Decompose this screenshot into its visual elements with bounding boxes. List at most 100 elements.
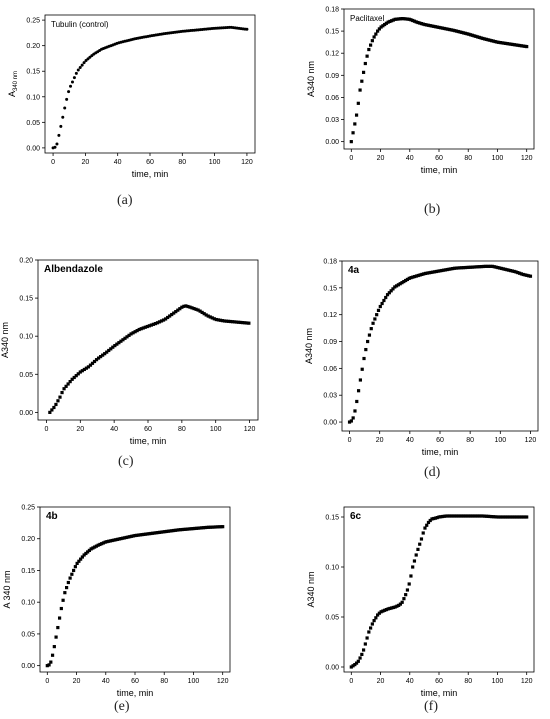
data-point bbox=[194, 526, 198, 530]
data-point bbox=[153, 322, 158, 326]
x-tick-label: 120 bbox=[244, 426, 256, 433]
data-point bbox=[470, 514, 474, 518]
data-point bbox=[87, 548, 91, 553]
data-point bbox=[161, 318, 166, 322]
x-tick-label: 100 bbox=[188, 678, 200, 685]
data-point bbox=[474, 514, 478, 518]
data-point bbox=[496, 265, 500, 270]
data-point bbox=[489, 264, 493, 268]
data-point bbox=[490, 515, 494, 519]
data-point bbox=[200, 310, 204, 315]
data-point bbox=[72, 568, 76, 573]
data-point bbox=[442, 26, 446, 31]
data-point bbox=[210, 525, 214, 529]
data-point bbox=[435, 25, 439, 29]
data-point bbox=[358, 88, 362, 92]
data-point bbox=[523, 273, 527, 277]
data-point bbox=[237, 320, 241, 324]
data-point bbox=[65, 97, 69, 101]
data-point bbox=[402, 279, 406, 284]
data-point bbox=[491, 39, 495, 43]
data-point bbox=[400, 17, 404, 21]
data-point bbox=[170, 529, 174, 533]
x-tick-label: 100 bbox=[209, 159, 221, 166]
data-point bbox=[123, 336, 127, 340]
y-tick-label: 0.00 bbox=[19, 410, 33, 417]
data-point bbox=[407, 276, 411, 280]
y-tick-label: 0.00 bbox=[325, 665, 339, 672]
data-point bbox=[143, 532, 148, 536]
data-point bbox=[442, 514, 446, 518]
data-point bbox=[430, 517, 434, 521]
data-point bbox=[497, 40, 501, 44]
data-point bbox=[407, 582, 411, 586]
data-point bbox=[521, 272, 525, 277]
data-point bbox=[463, 265, 467, 270]
data-point bbox=[107, 348, 111, 353]
data-point bbox=[411, 565, 415, 569]
data-point bbox=[396, 283, 400, 287]
data-point bbox=[349, 140, 353, 144]
x-tick-label: 40 bbox=[102, 678, 110, 685]
y-axis-title: A 340 nm bbox=[2, 570, 12, 608]
data-point bbox=[222, 319, 227, 323]
data-point bbox=[488, 514, 492, 519]
data-point bbox=[425, 523, 429, 527]
x-tick-label: 120 bbox=[217, 678, 229, 685]
data-point bbox=[395, 17, 399, 21]
data-point bbox=[508, 268, 513, 273]
data-point bbox=[486, 514, 490, 518]
data-point bbox=[512, 515, 517, 519]
data-point bbox=[91, 546, 95, 550]
data-point bbox=[461, 31, 466, 35]
data-point bbox=[184, 527, 188, 531]
data-point bbox=[483, 514, 487, 518]
data-point bbox=[502, 41, 506, 45]
data-point bbox=[206, 314, 210, 318]
data-point bbox=[394, 284, 399, 288]
data-point bbox=[127, 333, 131, 337]
data-point bbox=[194, 307, 198, 311]
caption-d: (d) bbox=[424, 465, 441, 480]
x-tick-label: 120 bbox=[521, 678, 533, 685]
data-point bbox=[490, 39, 494, 43]
data-point bbox=[409, 276, 413, 280]
data-point bbox=[168, 314, 172, 318]
data-point bbox=[463, 514, 467, 518]
y-axis-title: A340 nm bbox=[0, 322, 10, 358]
data-point bbox=[139, 327, 143, 331]
data-point bbox=[373, 317, 377, 321]
data-point bbox=[429, 270, 433, 275]
y-axis-title-main: A bbox=[7, 91, 17, 97]
data-point bbox=[411, 18, 415, 23]
data-point bbox=[400, 600, 404, 604]
data-point bbox=[409, 574, 413, 578]
y-axis-title-main: A340 nm bbox=[304, 328, 314, 364]
data-point bbox=[384, 608, 388, 612]
data-point bbox=[409, 18, 413, 22]
data-point bbox=[191, 527, 195, 531]
data-point bbox=[367, 47, 371, 52]
data-point bbox=[369, 327, 373, 331]
data-point bbox=[512, 43, 517, 47]
data-point bbox=[404, 593, 408, 597]
data-point bbox=[495, 40, 499, 44]
x-tick-label: 80 bbox=[464, 155, 472, 162]
data-point bbox=[407, 17, 411, 21]
data-point bbox=[133, 533, 137, 538]
x-tick-label: 100 bbox=[494, 437, 506, 444]
data-point bbox=[184, 304, 188, 308]
data-point bbox=[79, 557, 83, 561]
data-point bbox=[440, 268, 444, 273]
data-point bbox=[354, 113, 359, 117]
y-tick-label: 0.03 bbox=[323, 393, 337, 400]
data-point bbox=[63, 591, 67, 595]
chart-a: 0 20 40 60 80 100 120 0.00 0.05 0.10 0.15 0.20 0.25 t… bbox=[7, 14, 256, 179]
y-tick-label: 0.12 bbox=[323, 312, 337, 319]
data-point bbox=[365, 636, 369, 640]
data-point bbox=[475, 35, 480, 39]
data-point bbox=[521, 44, 525, 48]
x-tick-label: 40 bbox=[406, 437, 414, 444]
data-point bbox=[147, 324, 151, 328]
chart-e: 0 20 40 60 80 100 120 0.00 0.05 0.10 0.15 0.20 0.25 t… bbox=[2, 505, 231, 698]
